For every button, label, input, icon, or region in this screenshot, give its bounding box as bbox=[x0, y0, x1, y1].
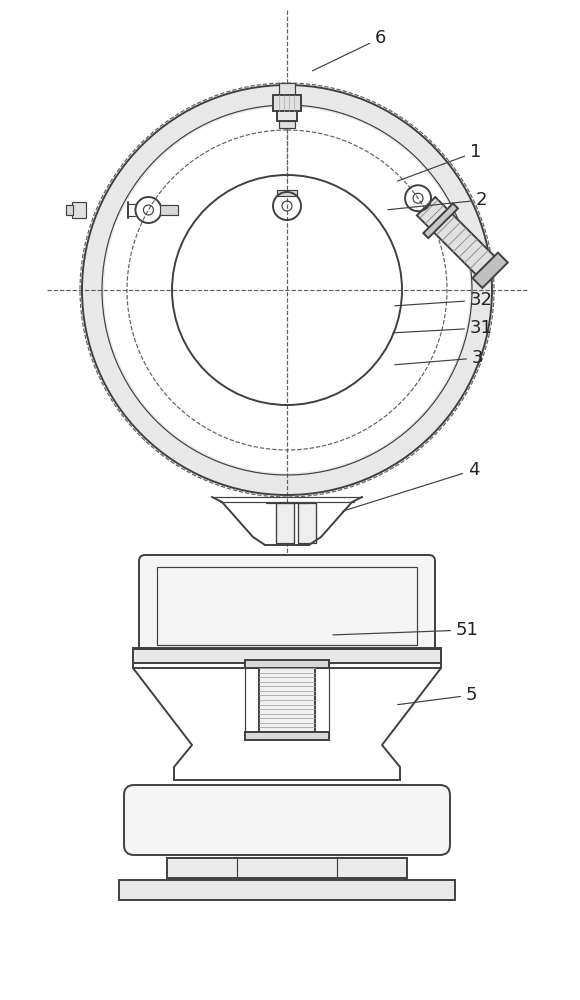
Text: 5: 5 bbox=[398, 686, 477, 705]
Polygon shape bbox=[423, 203, 458, 238]
Bar bbox=[133, 649, 441, 663]
Text: 6: 6 bbox=[313, 29, 386, 71]
Bar bbox=[279, 83, 295, 95]
Text: 4: 4 bbox=[343, 461, 480, 511]
FancyBboxPatch shape bbox=[124, 785, 450, 855]
Bar bbox=[259, 668, 315, 732]
Bar bbox=[161, 205, 179, 215]
Bar bbox=[245, 732, 329, 740]
FancyBboxPatch shape bbox=[139, 555, 435, 655]
Polygon shape bbox=[417, 197, 502, 283]
Text: 31: 31 bbox=[393, 319, 493, 337]
Bar bbox=[298, 503, 316, 543]
Bar bbox=[72, 202, 86, 218]
Text: 51: 51 bbox=[333, 621, 479, 639]
Bar bbox=[279, 121, 295, 128]
Text: 3: 3 bbox=[395, 349, 484, 367]
Bar bbox=[167, 858, 407, 878]
Bar bbox=[66, 205, 73, 215]
Text: 2: 2 bbox=[388, 191, 488, 210]
Text: 32: 32 bbox=[395, 291, 493, 309]
Bar bbox=[157, 567, 417, 645]
Bar bbox=[119, 880, 455, 900]
Bar bbox=[277, 190, 297, 196]
Text: 1: 1 bbox=[398, 143, 481, 181]
Bar bbox=[277, 111, 297, 121]
Bar bbox=[276, 503, 294, 543]
Polygon shape bbox=[473, 253, 508, 288]
Bar bbox=[245, 660, 329, 668]
Bar bbox=[273, 95, 301, 111]
